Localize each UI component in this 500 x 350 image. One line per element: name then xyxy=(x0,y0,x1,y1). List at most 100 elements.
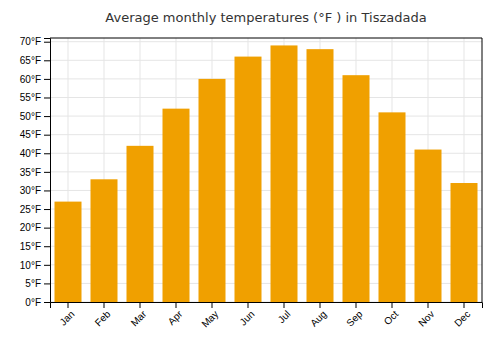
tick: Apr xyxy=(166,302,185,327)
marks xyxy=(55,45,478,302)
tick-label: Dec xyxy=(452,308,472,328)
tick-mark xyxy=(44,265,50,266)
tick: Jun xyxy=(237,302,256,328)
tick-label: May xyxy=(199,308,220,329)
tick-label: Oct xyxy=(382,308,401,327)
axis-line xyxy=(51,303,483,309)
tick-mark xyxy=(284,302,285,308)
tick: 40°F xyxy=(20,148,50,159)
bar xyxy=(451,183,478,302)
tick: 25°F xyxy=(20,204,50,215)
tick-label: Feb xyxy=(93,308,113,328)
tick: Nov xyxy=(416,302,436,329)
tick-label: 55°F xyxy=(20,92,41,103)
tick: Jan xyxy=(57,302,76,328)
tick-label: 40°F xyxy=(20,148,41,159)
tick-label: 5°F xyxy=(25,278,41,289)
tick-mark xyxy=(44,190,50,191)
tick-mark xyxy=(356,302,357,308)
bar xyxy=(55,202,82,302)
tick-label: 30°F xyxy=(20,185,41,196)
tick-mark xyxy=(44,135,50,136)
title: Average monthly temperatures (°F ) in Ti… xyxy=(105,10,426,25)
tick: 55°F xyxy=(20,92,50,103)
tick-mark xyxy=(44,283,50,284)
bar xyxy=(163,109,190,302)
bar xyxy=(343,75,370,302)
grid-line xyxy=(50,97,482,98)
tick-label: Sep xyxy=(344,308,365,329)
tick-mark xyxy=(392,302,393,308)
tick: Aug xyxy=(308,302,328,329)
grid-line xyxy=(50,116,482,117)
tick-label: 70°F xyxy=(20,36,41,47)
tick-label: 10°F xyxy=(20,260,41,271)
tick: Dec xyxy=(452,302,472,329)
tick: 35°F xyxy=(20,167,50,178)
tick-mark xyxy=(44,228,50,229)
tick-label: Nov xyxy=(416,308,436,328)
grid-line xyxy=(50,60,482,61)
tick-label: 65°F xyxy=(20,55,41,66)
tick-label: Apr xyxy=(166,308,185,327)
tick-label: Mar xyxy=(129,308,149,328)
grid xyxy=(50,38,482,302)
y-axis: 0°F 5°F 10°F 15°F 20°F 25°F 30°F 35°F 40°F 45°F 50… xyxy=(20,36,51,307)
tick-label: Aug xyxy=(308,308,328,328)
plot: 0°F 5°F 10°F 15°F 20°F 25°F 30°F 35°F 40°F 45°F 50… xyxy=(20,36,483,329)
tick: 5°F xyxy=(25,278,50,289)
grid-line xyxy=(50,78,482,79)
tick: 0°F xyxy=(25,297,50,308)
bar xyxy=(415,150,442,302)
tick-label: 45°F xyxy=(20,129,41,140)
tick: Mar xyxy=(129,302,149,328)
tick: 20°F xyxy=(20,222,50,233)
tick-mark xyxy=(44,42,50,43)
grid-line xyxy=(50,134,482,135)
tick: 60°F xyxy=(20,74,50,85)
grid-line xyxy=(50,41,482,42)
axis-line xyxy=(44,39,51,303)
tick: 10°F xyxy=(20,260,50,271)
tick-mark xyxy=(44,97,50,98)
tick: 30°F xyxy=(20,185,50,196)
tick: Jul xyxy=(276,302,293,325)
tick: Sep xyxy=(344,302,365,329)
tick-label: 15°F xyxy=(20,241,41,252)
bar xyxy=(307,49,334,302)
tick: 65°F xyxy=(20,55,50,66)
tick: 45°F xyxy=(20,129,50,140)
bar xyxy=(199,79,226,302)
tick-mark xyxy=(140,302,141,308)
tick: 50°F xyxy=(20,111,50,122)
bar xyxy=(235,57,262,302)
chart: 0°F 5°F 10°F 15°F 20°F 25°F 30°F 35°F 40°F 45°F 50… xyxy=(0,0,500,350)
tick-mark xyxy=(68,302,69,308)
tick-mark xyxy=(176,302,177,308)
tick-label: 0°F xyxy=(25,297,41,308)
tick-mark xyxy=(428,302,429,308)
tick-label: 20°F xyxy=(20,222,41,233)
tick-mark xyxy=(320,302,321,308)
bar xyxy=(271,45,298,302)
tick: Feb xyxy=(93,302,113,328)
bar xyxy=(379,112,406,302)
tick-mark xyxy=(44,60,50,61)
tick: 70°F xyxy=(20,36,50,47)
tick-label: 35°F xyxy=(20,167,41,178)
tick-mark xyxy=(44,246,50,247)
tick-mark xyxy=(104,302,105,308)
tick-mark xyxy=(248,302,249,308)
tick-mark xyxy=(44,172,50,173)
x-axis: Jan Feb Mar Apr May Jun Jul Aug Sep Oct Nov Dec xyxy=(51,302,483,330)
tick-mark xyxy=(464,302,465,308)
bar xyxy=(91,179,118,302)
tick-label: Jun xyxy=(237,308,256,327)
plot-frame xyxy=(50,38,482,39)
tick-label: 60°F xyxy=(20,74,41,85)
tick-label: Jul xyxy=(276,308,293,325)
tick: May xyxy=(199,302,220,330)
tick-mark xyxy=(44,116,50,117)
tick-mark xyxy=(44,302,50,303)
tick-mark xyxy=(44,209,50,210)
